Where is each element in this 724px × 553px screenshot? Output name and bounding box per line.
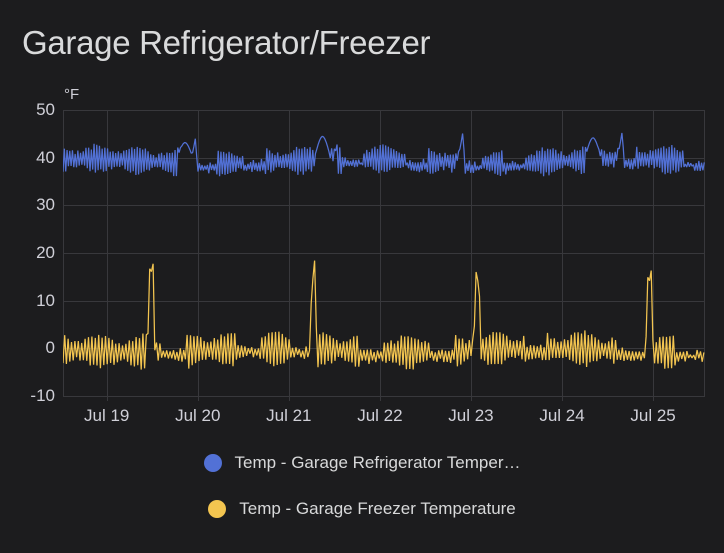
x-tick-label: Jul 20 xyxy=(175,406,221,425)
y-tick-label: 50 xyxy=(36,100,55,119)
y-tick-label: 0 xyxy=(45,338,55,358)
legend-item-refrigerator[interactable]: Temp - Garage Refrigerator Temper… xyxy=(203,453,521,473)
legend-label-freezer: Temp - Garage Freezer Temperature xyxy=(239,499,516,518)
y-axis-unit-label: °F xyxy=(64,86,80,103)
time-series-chart xyxy=(63,110,705,402)
x-tick-label: Jul 19 xyxy=(84,406,130,425)
x-tick-label: Jul 22 xyxy=(357,406,403,425)
y-tick-label: -10 xyxy=(30,386,55,405)
freezer-series-color-dot xyxy=(208,500,227,518)
y-tick-label: 40 xyxy=(36,147,55,167)
panel-title: Garage Refrigerator/Freezer xyxy=(22,24,431,61)
x-tick-label: Jul 23 xyxy=(448,406,494,425)
x-tick-label: Jul 24 xyxy=(539,406,585,425)
y-tick-label: 20 xyxy=(36,243,55,262)
y-tick-label: 10 xyxy=(36,290,55,310)
x-tick-label: Jul 21 xyxy=(266,406,312,425)
refrigerator-series-color-dot xyxy=(203,454,222,472)
legend-label-refrigerator: Temp - Garage Refrigerator Temper… xyxy=(234,453,521,472)
chart-legend: Temp - Garage Refrigerator Temper… Temp … xyxy=(0,453,724,519)
legend-item-freezer[interactable]: Temp - Garage Freezer Temperature xyxy=(208,499,516,519)
x-tick-label: Jul 25 xyxy=(630,406,676,425)
chart-canvas[interactable] xyxy=(63,110,705,402)
y-tick-label: 30 xyxy=(36,195,55,215)
